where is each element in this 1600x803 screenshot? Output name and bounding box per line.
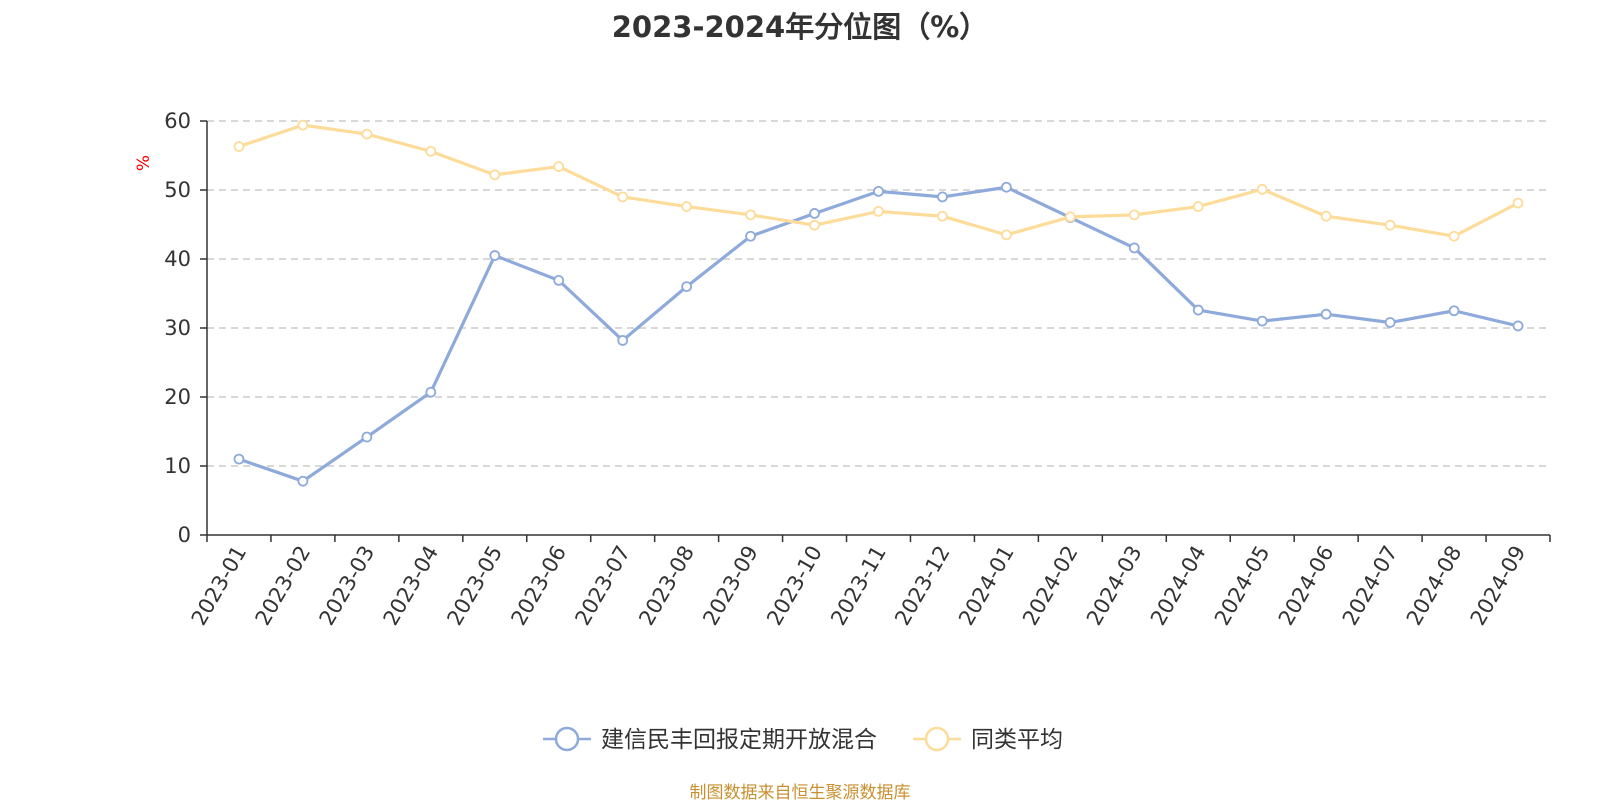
data-point: [681, 281, 693, 293]
data-point: [873, 185, 884, 197]
legend-item-2[interactable]: 同类平均: [913, 726, 1063, 753]
data-point: [1512, 320, 1524, 332]
data-point: [1320, 210, 1332, 222]
data-point: [1384, 317, 1396, 328]
data-point: [1384, 219, 1396, 231]
legend-label: 建信民丰回报定期开放混合: [601, 727, 877, 753]
data-source-note: 制图数据来自恒生聚源数据库: [689, 783, 911, 803]
y-tick-label: 0: [178, 523, 191, 547]
x-tick-label: 2023-07: [570, 542, 635, 630]
x-tick-label: 2024-05: [1210, 542, 1275, 630]
data-point: [617, 335, 629, 346]
data-point: [425, 386, 437, 398]
x-tick-label: 2024-02: [1018, 542, 1083, 630]
x-tick-label: 2023-01: [187, 542, 252, 630]
data-point: [233, 453, 245, 465]
data-point: [809, 208, 820, 219]
x-tick-label: 2024-04: [1146, 542, 1211, 630]
data-point: [1001, 181, 1012, 193]
legend-marker: [554, 726, 580, 752]
data-point: [617, 191, 629, 203]
data-point: [1064, 211, 1076, 223]
x-tick-label: 2023-04: [379, 542, 444, 630]
data-point: [745, 230, 756, 242]
y-tick-label: 50: [164, 178, 191, 202]
x-tick-label: 2023-06: [506, 542, 571, 630]
y-tick-label: 20: [164, 385, 191, 409]
data-point: [553, 274, 565, 286]
x-tick-label: 2024-03: [1082, 542, 1147, 630]
data-point: [553, 161, 565, 172]
chart-title: 2023-2024年分位图（%）: [611, 10, 989, 44]
x-tick-label: 2023-09: [698, 542, 763, 630]
data-point: [233, 141, 245, 152]
data-point: [1128, 209, 1140, 221]
data-point: [1256, 315, 1268, 327]
data-point: [937, 191, 948, 203]
series-2: [233, 119, 1524, 242]
data-point: [1448, 305, 1460, 317]
x-tick-label: 2023-05: [442, 542, 507, 630]
x-tick-label: 2023-02: [251, 542, 316, 630]
x-tick-label: 2024-09: [1466, 542, 1531, 630]
data-point: [297, 119, 309, 131]
y-tick-label: 60: [164, 109, 191, 133]
y-axis-label: %: [134, 155, 154, 171]
data-point: [1448, 230, 1460, 242]
data-point: [1512, 197, 1524, 209]
series-1: [233, 181, 1524, 487]
data-point: [1320, 308, 1332, 320]
data-point: [1192, 304, 1204, 316]
legend-marker: [924, 726, 950, 752]
x-tick-label: 2024-01: [954, 542, 1019, 630]
y-tick-label: 30: [164, 316, 191, 340]
x-tick-label: 2024-08: [1402, 542, 1467, 630]
data-point: [1128, 242, 1140, 254]
data-point: [1001, 229, 1012, 241]
data-point: [1256, 183, 1268, 195]
x-tick-label: 2023-12: [890, 542, 955, 630]
data-point: [937, 210, 948, 222]
y-tick-label: 10: [164, 454, 191, 478]
x-tick-label: 2023-10: [762, 542, 827, 630]
data-point: [1192, 201, 1204, 212]
y-tick-label: 40: [164, 247, 191, 271]
data-point: [297, 475, 309, 487]
data-point: [873, 205, 884, 217]
legend-item-1[interactable]: 建信民丰回报定期开放混合: [543, 726, 877, 753]
x-tick-label: 2024-07: [1338, 542, 1403, 630]
data-point: [681, 201, 693, 212]
x-tick-label: 2023-03: [315, 542, 380, 630]
data-point: [361, 128, 373, 140]
data-point: [361, 431, 373, 443]
x-tick-label: 2023-11: [826, 542, 891, 630]
x-tick-label: 2023-08: [634, 542, 699, 630]
legend-label: 同类平均: [971, 727, 1063, 753]
data-point: [425, 145, 437, 157]
data-point: [809, 219, 820, 231]
x-tick-label: 2024-06: [1274, 542, 1339, 630]
data-point: [489, 250, 501, 261]
data-point: [489, 169, 501, 181]
series-line: [238, 185, 1519, 483]
data-point: [745, 209, 756, 221]
